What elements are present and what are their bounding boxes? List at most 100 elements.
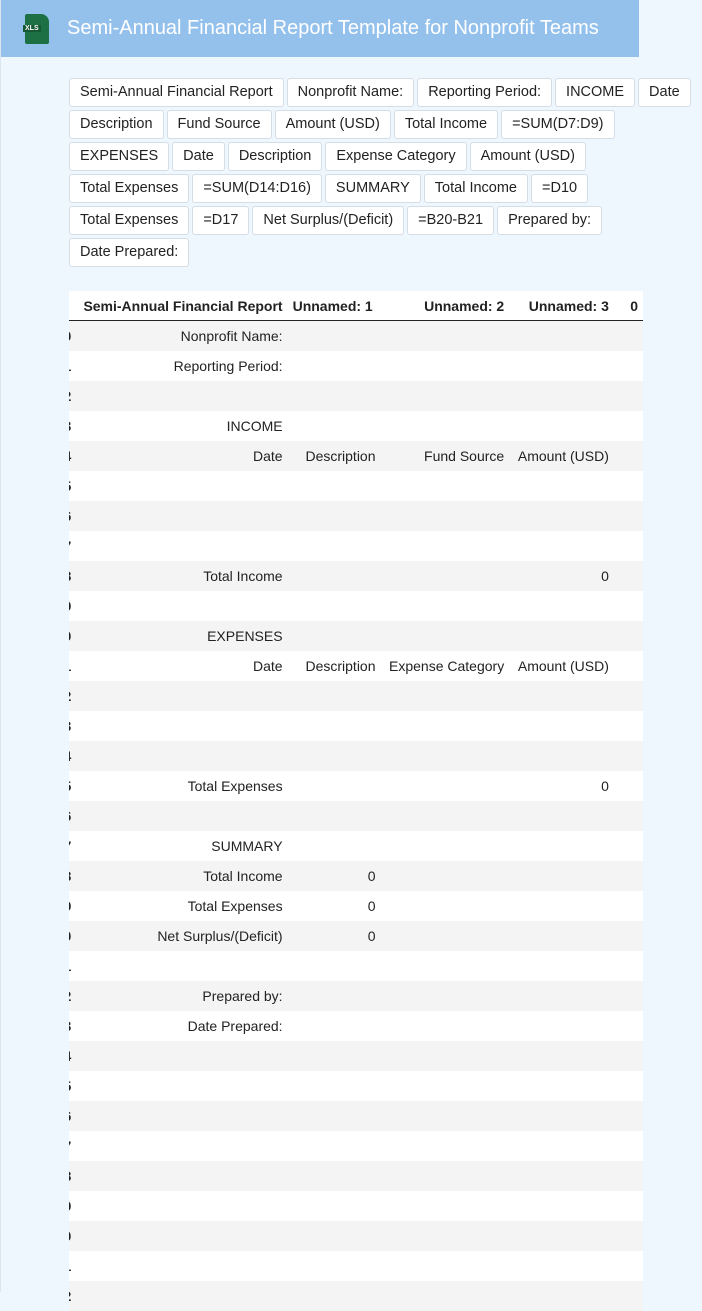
table-cell: [509, 501, 614, 531]
row-index: 28: [69, 1161, 71, 1191]
cell-chip[interactable]: Date Prepared:: [69, 238, 190, 267]
column-header[interactable]: Unnamed: 1: [287, 291, 381, 321]
cell-chip[interactable]: INCOME: [555, 78, 636, 107]
column-header[interactable]: Semi-Annual Financial Report: [71, 291, 288, 321]
table-row: 8 Total Income 0: [69, 561, 643, 591]
cell-chip[interactable]: Amount (USD): [274, 110, 391, 139]
table-row: 2: [69, 381, 643, 411]
data-table: Semi-Annual Financial Report Unnamed: 1 Un…: [69, 291, 643, 1311]
table-cell: [614, 891, 643, 921]
table-cell: [614, 681, 643, 711]
table-cell: [381, 921, 510, 951]
table-cell: [288, 1251, 381, 1281]
table-cell: EXPENSES: [207, 628, 283, 644]
table-cell: [71, 1041, 287, 1071]
cell-chip[interactable]: Total Expenses: [69, 174, 190, 203]
table-cell: [614, 1251, 643, 1281]
cell-chip[interactable]: EXPENSES: [69, 142, 170, 171]
table-row: 11 Date Description Expense Category Amount …: [69, 651, 643, 681]
table-cell: 0: [601, 568, 609, 584]
cell-chip[interactable]: Total Expenses: [69, 206, 190, 235]
table-cell: [614, 1191, 643, 1221]
table-cell: [614, 531, 643, 561]
row-index: 11: [69, 651, 71, 681]
table-cell: [509, 621, 614, 651]
cell-chip[interactable]: Fund Source: [166, 110, 272, 139]
column-header[interactable]: [69, 291, 72, 321]
table-cell: [614, 441, 643, 471]
table-cell: [509, 381, 614, 411]
cell-chip[interactable]: Semi-Annual Financial Report: [69, 78, 284, 107]
table-cell: [288, 411, 381, 441]
table-row: 13: [69, 711, 643, 741]
cell-chip[interactable]: SUMMARY: [324, 174, 421, 203]
cell-chip[interactable]: Amount (USD): [469, 142, 586, 171]
table-cell: [71, 1191, 287, 1221]
row-index: 25: [69, 1071, 71, 1101]
table-cell: 0: [367, 928, 376, 944]
cell-chip[interactable]: =SUM(D14:D16): [192, 174, 322, 203]
table-cell: [614, 861, 643, 891]
cell-chip[interactable]: Description: [69, 110, 164, 139]
column-header[interactable]: Unnamed: 3: [509, 291, 614, 321]
table-cell: [381, 1071, 510, 1101]
table-cell: [381, 831, 510, 861]
table-cell: [509, 711, 614, 741]
column-header[interactable]: 0: [613, 291, 643, 321]
table-cell: [288, 1281, 381, 1311]
table-cell: [71, 1071, 287, 1101]
table-row: 16: [69, 801, 643, 831]
column-header[interactable]: Unnamed: 2: [380, 291, 510, 321]
table-cell: [509, 831, 614, 861]
title-bar: XLS Semi-Annual Financial Report Templat…: [1, 0, 639, 57]
table-row: 14: [69, 741, 643, 771]
cell-chip[interactable]: Net Surplus/(Deficit): [252, 206, 405, 235]
xls-file-icon: XLS: [23, 13, 49, 44]
table-cell: [614, 1011, 643, 1041]
cell-chip[interactable]: =D10: [531, 174, 589, 203]
cell-chip[interactable]: Prepared by:: [497, 206, 603, 235]
cell-chip[interactable]: Date: [172, 142, 225, 171]
table-row: 10 EXPENSES: [69, 621, 643, 651]
table-cell: Net Surplus/(Deficit): [157, 928, 283, 944]
cell-chip[interactable]: Expense Category: [325, 142, 467, 171]
table-cell: [509, 1221, 614, 1251]
cell-chip[interactable]: Total Income: [423, 174, 528, 203]
table-cell: 0: [367, 868, 376, 884]
table-cell: [509, 471, 614, 501]
table-cell: [288, 771, 381, 801]
cell-chip[interactable]: Total Income: [393, 110, 499, 139]
table-cell: [614, 921, 643, 951]
table-row: 4 Date Description Fund Source Amount (USD): [69, 441, 643, 471]
cell-value-chips: Semi-Annual Financial Report Nonprofit Na…: [69, 78, 699, 267]
cell-chip[interactable]: Nonprofit Name:: [286, 78, 415, 107]
cell-chip[interactable]: Date: [638, 78, 691, 107]
cell-chip[interactable]: =SUM(D7:D9): [501, 110, 615, 139]
table-cell: [509, 1071, 614, 1101]
table-cell: [288, 801, 381, 831]
table-cell: [381, 1011, 510, 1041]
cell-chip[interactable]: =B20-B21: [407, 206, 495, 235]
table-cell: [288, 321, 381, 352]
table-cell: [288, 1071, 381, 1101]
table-cell: [71, 801, 287, 831]
row-index: 21: [69, 951, 71, 981]
cell-chip[interactable]: Description: [227, 142, 323, 171]
table-cell: [509, 1101, 614, 1131]
table-cell: [614, 351, 643, 381]
cell-chip[interactable]: =D17: [192, 206, 250, 235]
table-cell: [509, 591, 614, 621]
table-cell: [614, 831, 643, 861]
table-cell: [381, 861, 510, 891]
table-cell: [509, 531, 614, 561]
table-row: 25: [69, 1071, 643, 1101]
table-cell: [288, 741, 381, 771]
row-index: 24: [69, 1041, 71, 1071]
cell-chip[interactable]: Reporting Period:: [417, 78, 553, 107]
table-cell: [288, 561, 381, 591]
table-cell: [614, 561, 643, 591]
row-index: 6: [69, 501, 71, 531]
table-row: 27: [69, 1131, 643, 1161]
table-cell: Total Expenses: [187, 898, 283, 914]
row-index: 14: [69, 741, 71, 771]
